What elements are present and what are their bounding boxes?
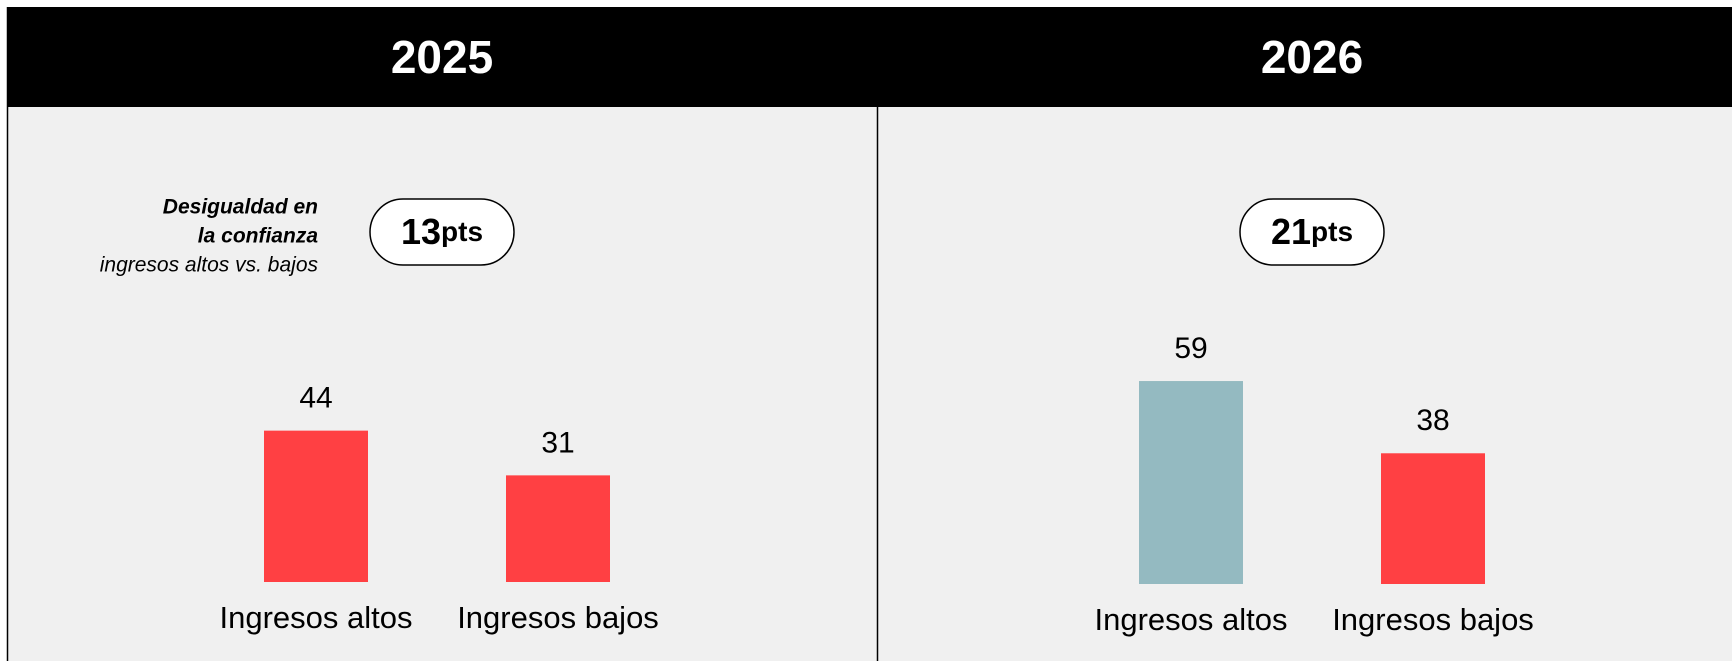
badge-unit: pts <box>441 216 483 247</box>
category-label: Ingresos altos <box>1095 602 1288 637</box>
badge-number: 21 <box>1271 211 1311 252</box>
category-label: Ingresos bajos <box>457 600 659 635</box>
badge-unit: pts <box>1311 216 1353 247</box>
bar <box>506 475 610 582</box>
bar <box>1139 381 1243 584</box>
badge <box>1239 198 1385 266</box>
value-label: 59 <box>1174 332 1207 365</box>
panel-title: 2025 <box>391 31 493 83</box>
annotation-line: ingresos altos vs. bajos <box>100 254 319 277</box>
badge <box>369 198 515 266</box>
value-label: 31 <box>541 426 574 459</box>
bar <box>1381 453 1485 584</box>
badge-text: 21pts <box>1271 211 1353 252</box>
badge-text: 13pts <box>401 211 483 252</box>
category-label: Ingresos altos <box>220 600 413 635</box>
category-label: Ingresos bajos <box>1332 602 1534 637</box>
panel-title: 2026 <box>1261 31 1363 83</box>
annotation-line: la confianza <box>198 225 319 248</box>
badge-number: 13 <box>401 211 441 252</box>
annotation-line: Desigualdad en <box>163 196 318 219</box>
value-label: 38 <box>1416 404 1449 437</box>
header-bar <box>7 7 1732 107</box>
value-label: 44 <box>299 382 332 415</box>
bar <box>264 430 368 582</box>
